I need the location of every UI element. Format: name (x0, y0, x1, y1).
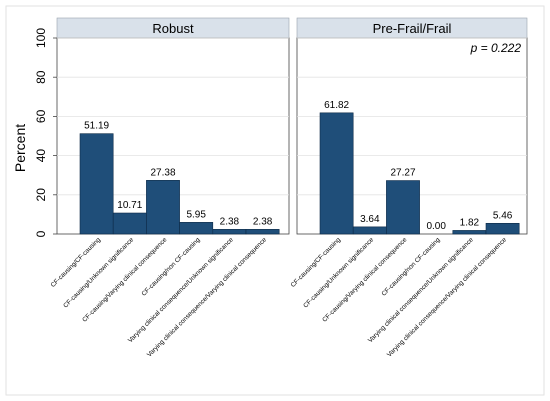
bar-value-label: 61.82 (324, 100, 349, 111)
bar (179, 222, 214, 235)
bar-value-label: 27.38 (150, 167, 175, 178)
panel-title: Pre-Frail/Frail (373, 21, 452, 36)
bar (245, 229, 280, 235)
y-axis-title: Percent (12, 124, 28, 172)
y-tick-label: 40 (34, 149, 48, 163)
p-value-annotation: p = 0.222 (470, 41, 522, 55)
bar-value-label: 10.71 (117, 200, 142, 211)
bar (352, 226, 387, 235)
panel-title: Robust (152, 21, 194, 36)
bar-value-label: 1.82 (460, 217, 480, 228)
panel-2: Pre-Frail/Frail61.82CF-causing/CF-causin… (290, 17, 528, 359)
bar (212, 229, 247, 235)
bar-value-label: 0.00 (426, 221, 446, 232)
bar-value-label: 2.38 (220, 216, 240, 227)
y-tick-label: 80 (34, 70, 48, 84)
bar (79, 133, 114, 235)
bar-value-label: 2.38 (253, 216, 273, 227)
y-tick-label: 20 (34, 188, 48, 202)
bar-value-label: 5.95 (186, 209, 206, 220)
bar (485, 222, 520, 235)
bar-value-label: 3.64 (360, 214, 380, 225)
figure-frame (5, 5, 545, 396)
y-tick-label: 100 (34, 28, 48, 48)
bar (112, 212, 147, 235)
y-tick-label: 0 (34, 230, 48, 237)
bar (452, 230, 487, 235)
bar-value-label: 51.19 (84, 121, 109, 132)
bar-value-label: 27.27 (390, 168, 415, 179)
bar-value-label: 5.46 (493, 210, 513, 221)
bar (319, 112, 354, 235)
bar (386, 180, 420, 235)
bar (146, 180, 180, 235)
y-tick-label: 60 (34, 109, 48, 123)
